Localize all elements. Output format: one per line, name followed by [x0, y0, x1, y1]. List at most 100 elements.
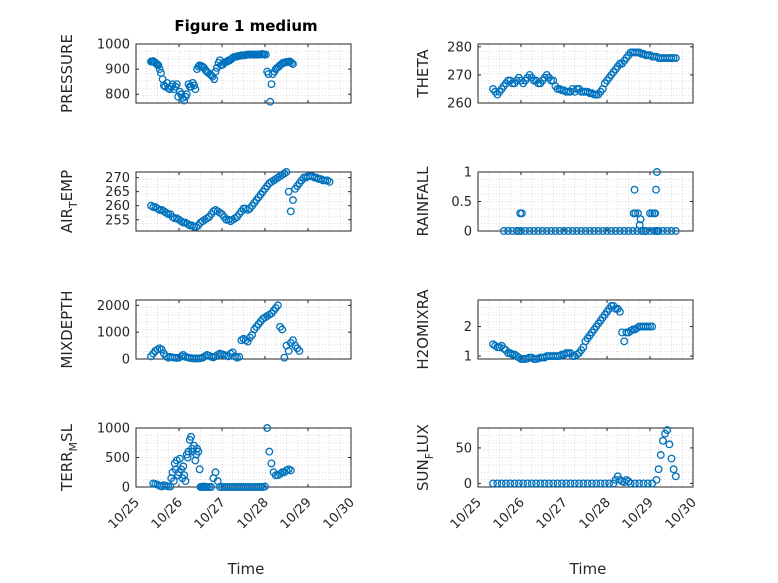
data-point	[615, 227, 624, 235]
data-point	[521, 227, 530, 235]
data-point	[276, 470, 284, 478]
y-tick-label: 0.5	[451, 195, 472, 210]
data-point	[172, 80, 181, 89]
data-point	[510, 479, 519, 488]
data-point	[579, 479, 588, 488]
data-point	[182, 90, 191, 99]
data-point	[671, 472, 680, 481]
data-point	[566, 479, 575, 488]
y-tick-label: 255	[105, 213, 130, 228]
data-point	[489, 479, 497, 488]
data-point	[517, 209, 526, 218]
data-point	[651, 209, 660, 218]
data-point	[603, 227, 611, 235]
axes-box	[477, 43, 694, 104]
axes-box	[135, 171, 352, 232]
data-point	[287, 58, 296, 67]
x-tick-label: 10/28	[577, 495, 614, 532]
data-point	[669, 465, 678, 474]
data-point	[598, 227, 607, 235]
data-point	[605, 479, 614, 488]
subplot-theta: 260 270 280 THETA	[414, 40, 694, 112]
figure-title: Figure 1 medium	[174, 17, 317, 35]
y-axis-label: H2OMIXRA	[414, 289, 432, 370]
data-point	[514, 479, 523, 488]
data-point	[652, 185, 660, 194]
data-point	[577, 227, 586, 235]
data-point	[568, 227, 577, 235]
y-tick-label: 270	[105, 171, 130, 186]
axes-box	[477, 171, 694, 232]
data-point	[652, 475, 661, 484]
data-point	[211, 468, 220, 477]
data-point	[663, 426, 672, 435]
data-point	[517, 227, 525, 235]
data-point	[607, 227, 616, 235]
data-point	[532, 479, 540, 488]
subplot-sun-flux: 0 50 10/25 10/26 10/27 10/28 10/29 10/30 SUNFLUX	[414, 424, 700, 532]
data-point	[575, 479, 583, 488]
x-tick-label: 10/30	[321, 495, 358, 532]
data-point	[181, 477, 190, 486]
data-point	[289, 196, 297, 205]
data-point	[235, 352, 244, 361]
data-point	[656, 451, 665, 459]
data-point	[671, 54, 680, 62]
data-point	[536, 479, 545, 488]
data-point	[555, 227, 564, 235]
data-point	[519, 479, 528, 488]
x-tick-label: 10/27	[192, 495, 229, 532]
x-tick-label: 10/30	[663, 495, 700, 532]
data-point	[557, 479, 566, 488]
subplot-rainfall: 0 0.5 1 RAINFALL	[414, 166, 694, 240]
y-axis-label: TERRMSL	[58, 423, 80, 492]
data-point	[590, 227, 599, 235]
data-point	[630, 185, 639, 194]
data-point	[648, 479, 657, 488]
y-axis-label: PRESSURE	[58, 34, 76, 113]
data-point	[153, 60, 162, 69]
y-tick-label: 800	[105, 88, 130, 103]
y-tick-label: 2	[464, 320, 472, 335]
data-point	[654, 465, 663, 474]
data-point	[177, 90, 186, 99]
y-tick-label: 270	[447, 68, 472, 83]
x-tick-label: 10/27	[534, 495, 571, 532]
data-point	[325, 177, 334, 186]
data-point	[497, 479, 506, 488]
y-tick-label: 0	[122, 353, 130, 368]
data-point	[534, 227, 543, 235]
y-tick-label: 260	[105, 199, 130, 214]
data-point	[506, 479, 515, 488]
y-tick-label: 500	[105, 451, 130, 466]
data-point	[615, 307, 624, 316]
data-point	[667, 227, 676, 235]
data-point	[542, 227, 551, 235]
y-tick-label: 900	[105, 63, 130, 78]
data-point	[562, 479, 571, 488]
data-point	[581, 227, 590, 235]
y-tick-label: 1000	[97, 326, 130, 341]
data-point	[635, 221, 644, 230]
data-point	[289, 60, 297, 69]
data-point	[187, 432, 195, 441]
data-point	[286, 466, 295, 475]
data-point	[588, 479, 596, 488]
subplot-pressure: 800 900 1000 PRESSURE	[58, 34, 352, 113]
data-point	[525, 227, 534, 235]
data-point	[266, 97, 275, 106]
data-point	[499, 227, 508, 235]
data-point	[212, 63, 221, 72]
y-tick-label: 2000	[97, 299, 130, 314]
data-point	[261, 50, 270, 59]
data-point	[596, 479, 605, 488]
data-point	[583, 479, 592, 488]
data-point	[529, 227, 538, 235]
data-point	[194, 447, 203, 456]
data-point	[267, 459, 276, 468]
data-point	[549, 479, 558, 488]
y-tick-label: 0	[464, 225, 472, 240]
data-point	[158, 75, 167, 84]
data-point	[631, 209, 640, 218]
